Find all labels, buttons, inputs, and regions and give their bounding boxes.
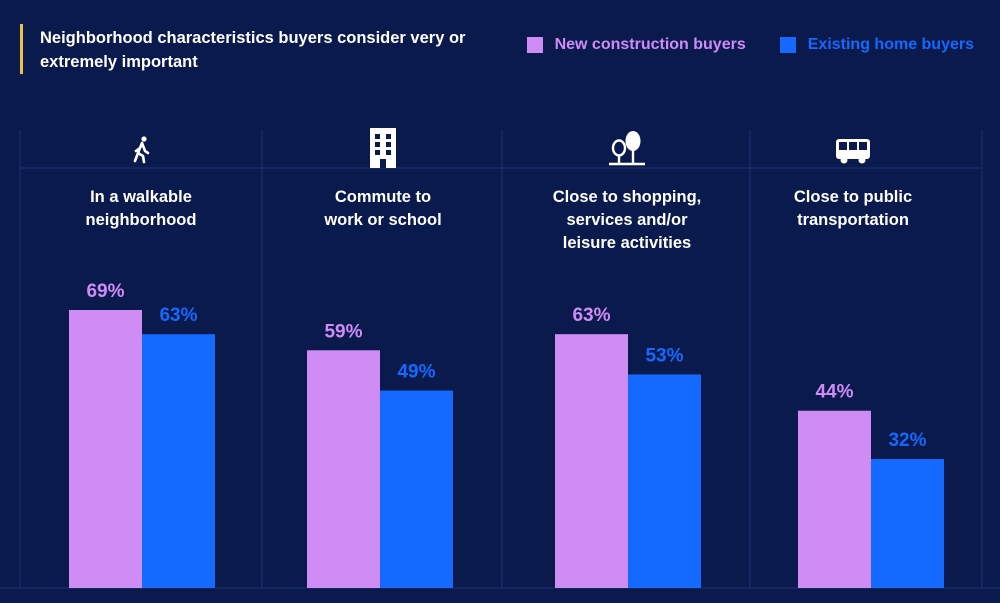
building-window-0: [375, 134, 380, 139]
category-label-3-line-0: Close to public: [794, 188, 912, 206]
building-window-4: [375, 150, 380, 155]
building-window-1: [386, 134, 391, 139]
walking-person-icon: [133, 136, 150, 164]
bar-series1-cat1: [380, 390, 453, 588]
building-window-2: [375, 142, 380, 147]
bus-window-2: [849, 142, 857, 150]
walking-person-body: [133, 141, 150, 164]
bar-series0-cat1: [307, 350, 380, 588]
legend-swatch-new-construction: [526, 37, 543, 53]
bar-series0-cat2: [555, 334, 628, 588]
category-label-2-line-2: leisure activities: [563, 234, 691, 252]
walking-person-head: [141, 136, 147, 142]
bus-window-3: [859, 142, 867, 150]
category-label-2-line-1: services and/or: [566, 211, 688, 229]
category-label-3-line-1: transportation: [797, 211, 909, 229]
category-label-0-line-0: In a walkable: [90, 188, 192, 206]
building-window-3: [386, 142, 391, 147]
value-label-series1-cat3: 32%: [888, 430, 926, 451]
category-label-1-line-1: work or school: [323, 211, 441, 229]
category-label-1-line-0: Commute to: [335, 188, 431, 206]
bus-wheel-front: [840, 156, 848, 164]
tree-large-crown: [625, 131, 641, 151]
value-label-series0-cat1: 59%: [324, 321, 362, 342]
category-label-0-line-1: neighborhood: [86, 211, 197, 229]
value-label-series0-cat2: 63%: [572, 305, 610, 326]
bus-wheel-back: [858, 156, 866, 164]
building-icon: [370, 128, 396, 168]
value-label-series0-cat0: 69%: [86, 281, 124, 302]
tree-small-crown: [611, 139, 627, 157]
bar-series0-cat3: [798, 410, 871, 588]
bus-window-1: [839, 142, 847, 150]
legend-item-new-construction: New construction buyers: [526, 36, 746, 54]
chart-title: Neighborhood characteristics buyers cons…: [40, 29, 466, 71]
bus-icon: [836, 139, 870, 164]
legend-item-existing-home: Existing home buyers: [779, 36, 974, 54]
title-accent-bar: [20, 24, 23, 74]
legend-label-new-construction: New construction buyers: [554, 36, 746, 53]
building-door: [380, 159, 386, 168]
trees-icon: [609, 131, 645, 166]
bar-series1-cat0: [142, 334, 215, 588]
building-window-5: [386, 150, 391, 155]
bar-series1-cat3: [871, 459, 944, 588]
bar-series1-cat2: [628, 374, 701, 588]
value-label-series1-cat2: 53%: [645, 345, 683, 366]
category-label-2-line-0: Close to shopping,: [553, 188, 702, 206]
value-label-series1-cat0: 63%: [159, 305, 197, 326]
bar-series0-cat0: [69, 310, 142, 588]
value-label-series0-cat3: 44%: [815, 382, 853, 403]
legend-label-existing-home: Existing home buyers: [807, 36, 974, 53]
value-label-series1-cat1: 49%: [397, 362, 435, 383]
legend: New construction buyers Existing home bu…: [526, 36, 974, 54]
legend-swatch-existing-home: [779, 37, 796, 53]
